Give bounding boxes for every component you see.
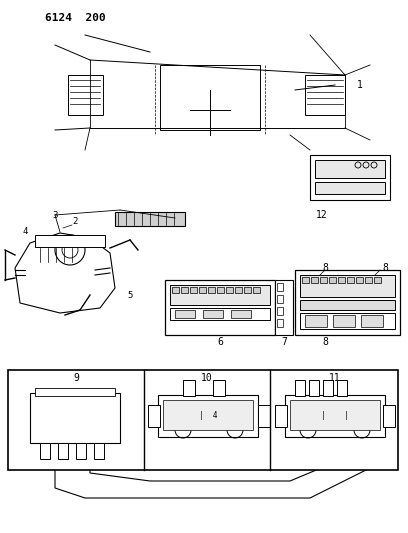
Bar (374, 277, 381, 283)
Text: 6124  200: 6124 200 (45, 13, 106, 23)
Bar (300, 313, 395, 329)
Text: 7: 7 (281, 337, 287, 347)
Bar (302, 277, 309, 283)
Bar (181, 287, 188, 293)
Text: 8: 8 (322, 263, 328, 273)
Bar (323, 380, 333, 396)
Text: 11: 11 (329, 373, 341, 383)
Bar (338, 277, 345, 283)
Bar (305, 315, 327, 327)
Text: 3: 3 (52, 211, 58, 220)
Bar (190, 287, 197, 293)
Bar (356, 277, 363, 283)
Text: 9: 9 (73, 373, 79, 383)
Bar (315, 182, 385, 194)
Bar (183, 380, 195, 396)
Bar (320, 277, 327, 283)
Text: 2: 2 (72, 217, 78, 227)
Bar (347, 277, 354, 283)
Bar (158, 395, 258, 437)
Bar (333, 315, 355, 327)
Bar (170, 308, 270, 320)
Bar (148, 405, 160, 427)
Bar (35, 235, 105, 247)
Bar (277, 307, 283, 315)
Bar (76, 443, 86, 459)
Bar (226, 287, 233, 293)
Bar (172, 287, 179, 293)
Bar (115, 212, 185, 226)
Text: 1: 1 (357, 80, 363, 90)
Bar (208, 287, 215, 293)
Bar (35, 388, 115, 396)
Bar (258, 405, 270, 427)
Bar (277, 319, 283, 327)
Bar (275, 280, 293, 335)
Text: 10: 10 (201, 373, 213, 383)
Bar (175, 310, 195, 318)
Text: 8: 8 (322, 337, 328, 347)
Bar (383, 405, 395, 427)
Bar (213, 380, 225, 396)
Bar (315, 160, 385, 178)
Bar (217, 287, 224, 293)
Bar (285, 395, 385, 437)
Bar (40, 443, 50, 459)
Bar (8, 370, 398, 470)
Text: 5: 5 (127, 290, 133, 300)
Bar (165, 280, 275, 335)
Text: 6: 6 (217, 337, 223, 347)
Bar (361, 315, 383, 327)
Bar (203, 310, 223, 318)
Bar (277, 283, 283, 291)
Bar (231, 310, 251, 318)
Bar (160, 65, 260, 130)
Bar (199, 287, 206, 293)
Bar (163, 400, 253, 430)
Bar (295, 270, 400, 335)
Bar (337, 380, 347, 396)
Text: 8: 8 (382, 263, 388, 273)
Text: 4: 4 (22, 228, 28, 237)
Text: |  4: | 4 (199, 410, 217, 419)
Bar (300, 300, 395, 310)
Bar (310, 155, 390, 200)
Bar (309, 380, 319, 396)
Bar (329, 277, 336, 283)
Bar (94, 443, 104, 459)
Bar (311, 277, 318, 283)
Bar (277, 295, 283, 303)
Bar (305, 75, 345, 115)
Bar (170, 285, 270, 305)
Bar (275, 405, 287, 427)
Bar (290, 400, 380, 430)
Text: 12: 12 (316, 210, 328, 220)
Text: |    |: | | (321, 410, 349, 419)
Bar (68, 75, 103, 115)
Bar (235, 287, 242, 293)
Bar (295, 380, 305, 396)
Bar (30, 393, 120, 443)
Bar (58, 443, 68, 459)
Bar (365, 277, 372, 283)
Bar (244, 287, 251, 293)
Bar (253, 287, 260, 293)
Bar (300, 275, 395, 297)
